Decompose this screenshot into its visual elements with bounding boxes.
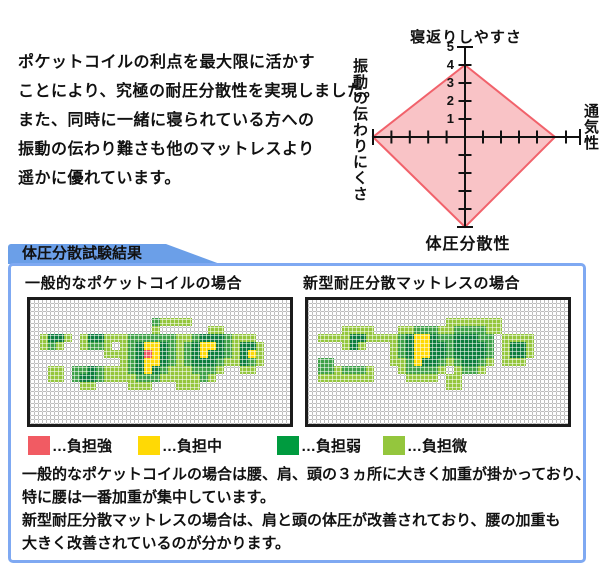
radar-chart: 5 4 3 2 1 <box>371 39 581 229</box>
result-box-tab-title: 体圧分散試験結果 <box>22 245 143 262</box>
left-map-title: 一般的なポケットコイルの場合 <box>25 275 243 292</box>
legend-item-weak: …負担弱 <box>277 435 361 455</box>
explanation-line: 一般的なポケットコイルの場合は腰、肩、頭の３ヵ所に大きく加重が掛かっており、 <box>22 466 591 483</box>
explanation-line: 新型耐圧分散マットレスの場合は、肩と頭の体圧が改善されており、腰の加重も <box>22 512 561 529</box>
svg-text:4: 4 <box>447 57 455 72</box>
result-explanation: 一般的なポケットコイルの場合は腰、肩、頭の３ヵ所に大きく加重が掛かっており、 特… <box>22 463 590 555</box>
legend-label-weak: …負担弱 <box>301 437 362 455</box>
explanation-line: 特に腰は一番加重が集中しています。 <box>22 489 276 506</box>
intro-paragraph: ポケットコイルの利点を最大限に活かす ことにより、究極の耐圧分散性を実現しました… <box>18 48 380 193</box>
intro-line: ポケットコイルの利点を最大限に活かす <box>18 54 316 71</box>
intro-line: また、同時に一緒に寝られている方への <box>18 112 315 129</box>
intro-line: 振動の伝わり難さも他のマットレスより <box>18 141 315 158</box>
explanation-line: 大きく改善されているのが分かります。 <box>22 535 291 552</box>
right-map-title: 新型耐圧分散マットレスの場合 <box>303 275 521 292</box>
legend-label-medium: …負担中 <box>162 437 223 455</box>
intro-line: ことにより、究極の耐圧分散性を実現しました。 <box>18 83 381 100</box>
legend-item-slight: …負担微 <box>383 435 467 455</box>
svg-text:3: 3 <box>447 75 454 90</box>
legend-label-slight: …負担微 <box>407 437 468 455</box>
legend-swatch-strong <box>28 435 50 455</box>
pressure-map-new-mattress <box>305 297 571 427</box>
radar-axis-label-top: 寝返りしやすさ <box>410 29 522 46</box>
svg-text:1: 1 <box>447 111 454 126</box>
legend-label-strong: …負担強 <box>52 437 113 455</box>
radar-axis-label-right: 通気性 <box>582 103 599 151</box>
svg-text:5: 5 <box>447 39 454 54</box>
svg-text:2: 2 <box>447 93 454 108</box>
pressure-map-standard-coil <box>27 297 293 427</box>
legend-swatch-weak <box>277 435 299 455</box>
intro-line: 遥かに優れています。 <box>18 170 181 187</box>
result-box-tab: 体圧分散試験結果 <box>8 244 220 264</box>
legend-item-strong: …負担強 <box>28 435 112 455</box>
legend-item-medium: …負担中 <box>138 435 222 455</box>
legend-swatch-slight <box>383 435 405 455</box>
legend-swatch-medium <box>138 435 160 455</box>
radar-axis-label-left: 振動の伝わりにくさ <box>351 58 368 202</box>
radar-axis-label-bottom: 体圧分散性 <box>425 236 511 253</box>
